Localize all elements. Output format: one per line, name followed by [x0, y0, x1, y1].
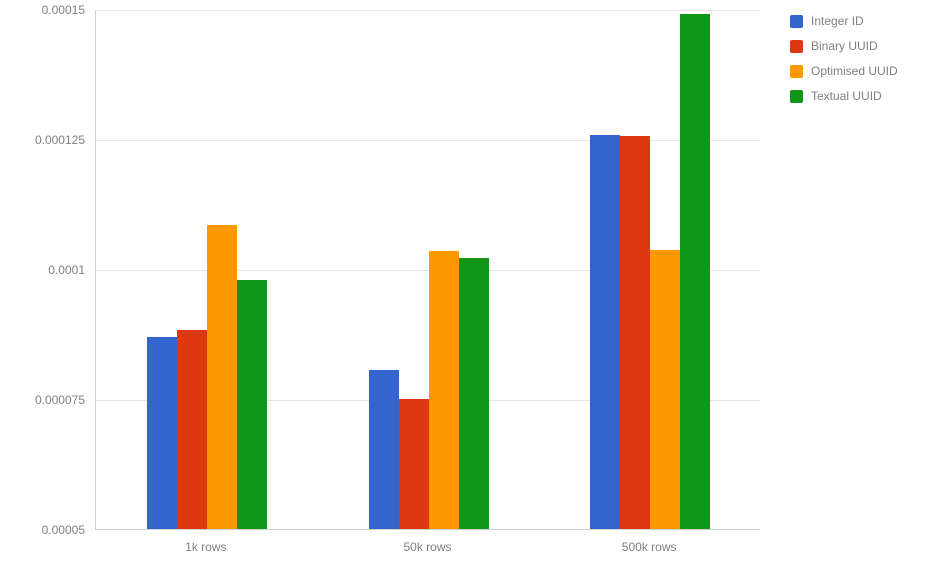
bar	[650, 250, 680, 529]
bar	[207, 225, 237, 529]
x-tick-label: 500k rows	[622, 540, 677, 554]
bar	[680, 14, 710, 529]
legend-item: Integer ID	[790, 10, 898, 32]
legend-label: Optimised UUID	[811, 64, 898, 78]
bar	[620, 136, 650, 529]
legend-swatch-icon	[790, 40, 803, 53]
legend-item: Textual UUID	[790, 85, 898, 107]
bar	[429, 251, 459, 529]
bar	[399, 399, 429, 529]
bar	[177, 330, 207, 529]
legend-label: Textual UUID	[811, 89, 882, 103]
x-tick-label: 1k rows	[185, 540, 226, 554]
legend-swatch-icon	[790, 15, 803, 28]
bar	[590, 135, 620, 529]
legend-swatch-icon	[790, 65, 803, 78]
legend-label: Integer ID	[811, 14, 864, 28]
legend-label: Binary UUID	[811, 39, 878, 53]
x-tick-label: 50k rows	[403, 540, 451, 554]
gridline	[96, 140, 760, 141]
bar	[369, 370, 399, 529]
y-tick-label: 0.0001	[0, 263, 85, 277]
legend-swatch-icon	[790, 90, 803, 103]
legend-item: Binary UUID	[790, 35, 898, 57]
plot-area	[95, 10, 760, 530]
bar	[459, 258, 489, 529]
gridline	[96, 10, 760, 11]
bar	[237, 280, 267, 529]
legend: Integer ID Binary UUID Optimised UUID Textu…	[790, 10, 898, 110]
bar	[147, 337, 177, 529]
y-tick-label: 0.00005	[0, 523, 85, 537]
legend-item: Optimised UUID	[790, 60, 898, 82]
y-tick-label: 0.000125	[0, 133, 85, 147]
y-tick-label: 0.00015	[0, 3, 85, 17]
chart-container: Integer ID Binary UUID Optimised UUID Textu…	[0, 0, 937, 579]
y-tick-label: 0.000075	[0, 393, 85, 407]
